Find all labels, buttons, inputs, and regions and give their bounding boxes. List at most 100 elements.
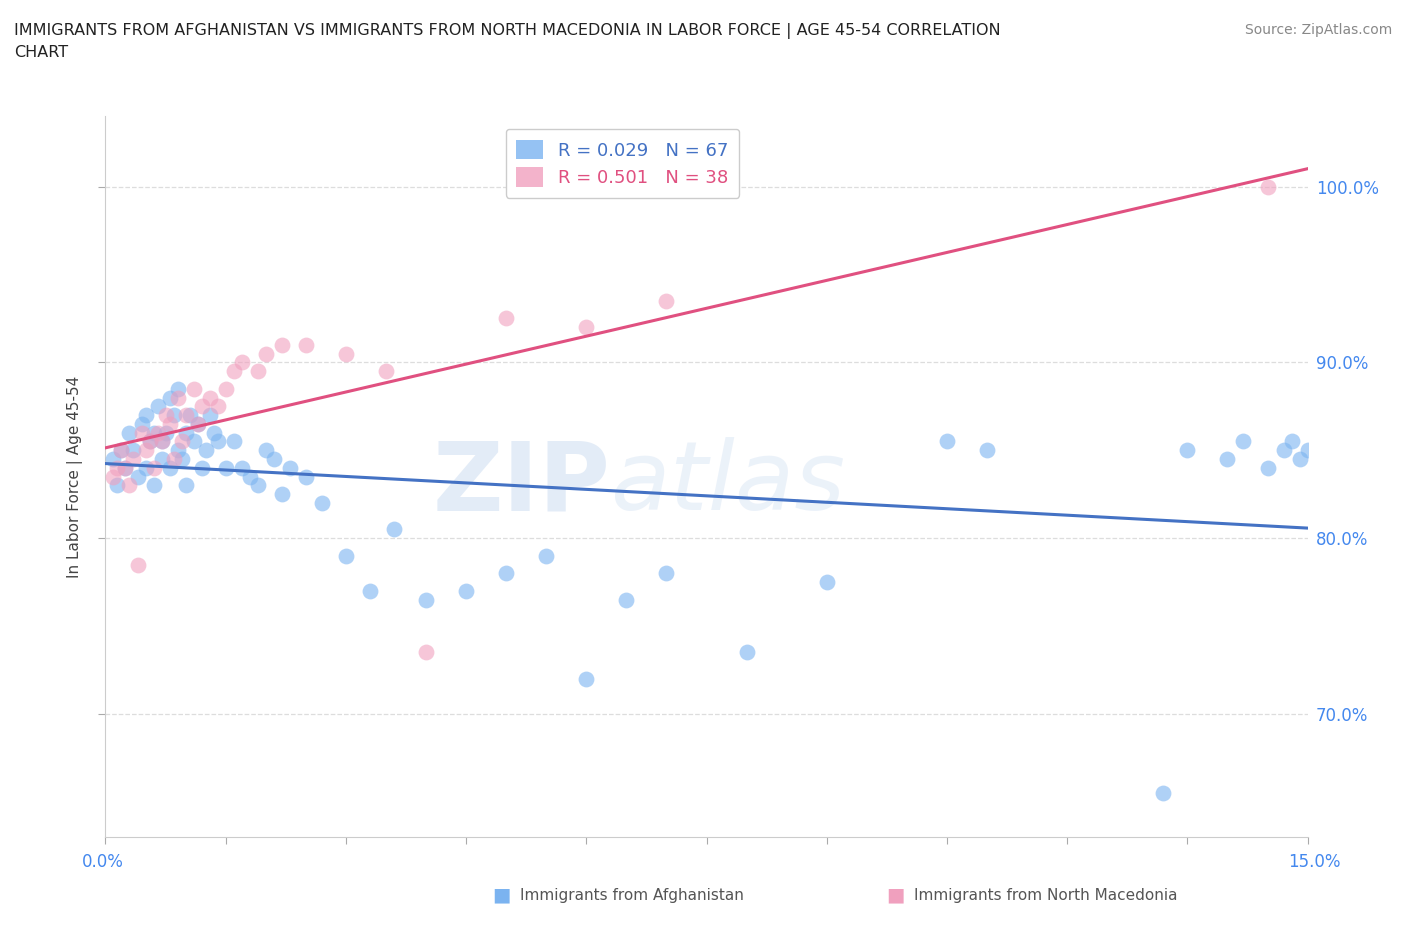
Point: [415, 592, 437, 607]
Text: ZIP: ZIP: [433, 437, 610, 530]
Point: [118, 425, 141, 440]
Point: [198, 390, 221, 405]
Point: [146, 399, 169, 414]
Point: [655, 565, 678, 580]
Point: [155, 407, 177, 422]
Y-axis label: In Labor Force | Age 45-54: In Labor Force | Age 45-54: [66, 376, 83, 578]
Point: [103, 452, 125, 467]
Text: IMMIGRANTS FROM AFGHANISTAN VS IMMIGRANTS FROM NORTH MACEDONIA IN LABOR FORCE | : IMMIGRANTS FROM AFGHANISTAN VS IMMIGRANT…: [14, 23, 1001, 39]
Point: [122, 443, 145, 458]
Text: 0.0%: 0.0%: [82, 853, 124, 870]
Point: [174, 478, 197, 493]
Text: 15.0%: 15.0%: [1288, 853, 1341, 870]
Point: [198, 407, 221, 422]
Point: [415, 645, 437, 660]
Point: [1272, 443, 1295, 458]
Point: [270, 486, 292, 501]
Point: [110, 443, 132, 458]
Point: [118, 478, 141, 493]
Point: [207, 434, 229, 449]
Point: [1288, 452, 1310, 467]
Point: [222, 364, 245, 379]
Point: [231, 460, 253, 475]
Point: [166, 443, 188, 458]
Point: [190, 460, 212, 475]
Point: [1281, 434, 1303, 449]
Point: [1216, 452, 1239, 467]
Point: [374, 364, 398, 379]
Point: [254, 443, 277, 458]
Point: [174, 425, 197, 440]
Point: [575, 671, 598, 686]
Point: [214, 381, 236, 396]
Point: [1257, 179, 1279, 194]
Text: ■: ■: [492, 885, 510, 904]
Point: [222, 434, 245, 449]
Point: [495, 311, 517, 325]
Point: [495, 565, 517, 580]
Point: [138, 434, 160, 449]
Point: [146, 425, 169, 440]
Point: [107, 460, 129, 475]
Point: [179, 407, 201, 422]
Point: [162, 452, 184, 467]
Point: [138, 434, 160, 449]
Point: [131, 417, 153, 432]
Point: [187, 417, 209, 432]
Point: [295, 470, 318, 485]
Point: [114, 460, 136, 475]
Point: [270, 338, 292, 352]
Point: [166, 381, 188, 396]
Point: [936, 434, 959, 449]
Point: [142, 478, 165, 493]
Point: [159, 390, 181, 405]
Point: [114, 460, 136, 475]
Point: [103, 470, 125, 485]
Point: [335, 346, 357, 361]
Point: [131, 425, 153, 440]
Point: [150, 452, 173, 467]
Point: [246, 478, 269, 493]
Point: [335, 549, 357, 564]
Point: [127, 557, 149, 572]
Text: ■: ■: [886, 885, 904, 904]
Point: [155, 425, 177, 440]
Point: [815, 575, 838, 590]
Point: [187, 417, 209, 432]
Text: Immigrants from North Macedonia: Immigrants from North Macedonia: [914, 888, 1177, 903]
Point: [174, 407, 197, 422]
Point: [170, 434, 193, 449]
Point: [183, 434, 205, 449]
Point: [135, 443, 157, 458]
Point: [150, 434, 173, 449]
Point: [263, 452, 285, 467]
Point: [194, 443, 217, 458]
Text: Immigrants from Afghanistan: Immigrants from Afghanistan: [520, 888, 744, 903]
Text: CHART: CHART: [14, 45, 67, 60]
Point: [239, 470, 262, 485]
Point: [359, 583, 381, 598]
Point: [214, 460, 236, 475]
Point: [127, 470, 149, 485]
Point: [183, 381, 205, 396]
Point: [254, 346, 277, 361]
Text: atlas: atlas: [610, 437, 845, 530]
Point: [278, 460, 301, 475]
Point: [142, 460, 165, 475]
Point: [159, 417, 181, 432]
Text: Source: ZipAtlas.com: Source: ZipAtlas.com: [1244, 23, 1392, 37]
Point: [735, 645, 758, 660]
Point: [162, 407, 184, 422]
Legend: R = 0.029   N = 67, R = 0.501   N = 38: R = 0.029 N = 67, R = 0.501 N = 38: [506, 129, 740, 197]
Point: [1296, 443, 1319, 458]
Point: [456, 583, 478, 598]
Point: [135, 460, 157, 475]
Point: [246, 364, 269, 379]
Point: [110, 443, 132, 458]
Point: [107, 478, 129, 493]
Point: [1232, 434, 1254, 449]
Point: [382, 522, 405, 537]
Point: [207, 399, 229, 414]
Point: [1175, 443, 1198, 458]
Point: [166, 390, 188, 405]
